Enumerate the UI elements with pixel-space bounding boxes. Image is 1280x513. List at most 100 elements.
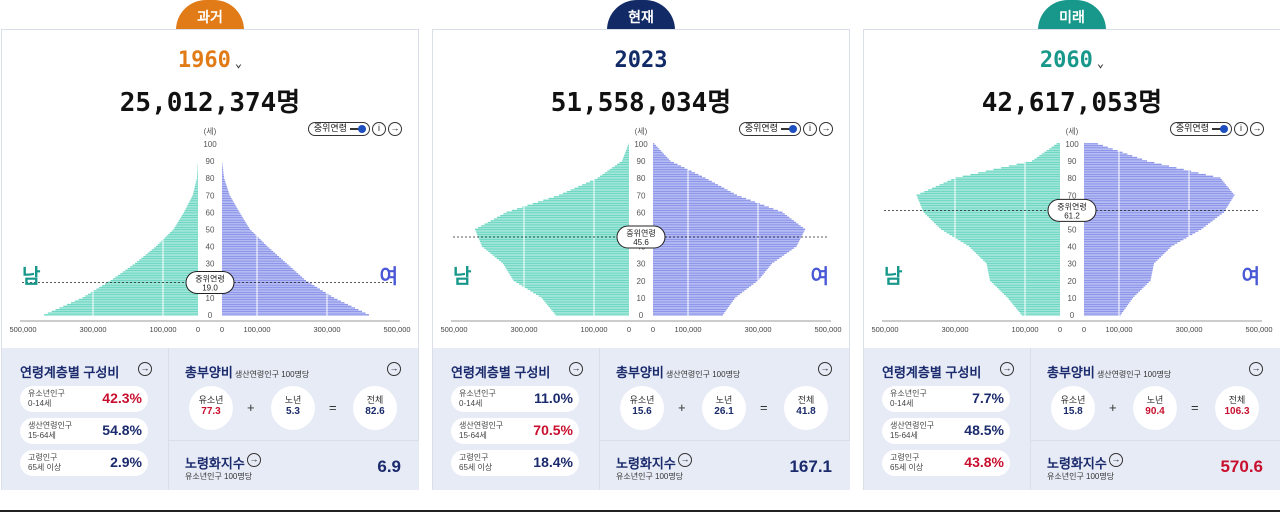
male-bar [181, 214, 198, 217]
toggle-knob [358, 125, 366, 133]
male-bar [593, 179, 629, 181]
male-bar [918, 199, 1060, 201]
female-bar [653, 285, 752, 287]
male-bar [168, 233, 198, 236]
youth-dependency-bubble: 유소년 15.8 [1051, 386, 1095, 430]
arrow-right-icon[interactable]: → [1000, 362, 1014, 376]
male-bar [570, 189, 629, 191]
female-bar [222, 211, 240, 213]
female-bar [1084, 300, 1131, 302]
x-tick-label: 300,000 [510, 325, 537, 334]
female-bar [653, 179, 709, 181]
era-tab[interactable]: 과거 [176, 0, 244, 30]
female-bar [1084, 237, 1187, 239]
arrow-right-icon[interactable]: → [678, 453, 692, 467]
female-bar [222, 309, 359, 311]
info-icon[interactable]: i [803, 122, 817, 136]
total-dependency-value: 41.8 [796, 406, 816, 417]
male-bar [505, 266, 629, 268]
female-bar [653, 149, 661, 152]
chevron-down-icon[interactable]: ⌄ [1096, 56, 1105, 70]
male-bar [976, 252, 1060, 254]
arrow-right-icon[interactable]: → [387, 362, 401, 376]
female-bar [222, 295, 332, 297]
population-pyramid: (세)1009080706050403020100500,000300,0001… [9, 127, 410, 334]
arrow-right-icon[interactable]: → [1109, 453, 1123, 467]
male-bar [935, 185, 1060, 188]
female-bar [653, 213, 785, 215]
male-bar [504, 264, 629, 266]
median-age-toggle[interactable]: 중위연령 [1169, 122, 1232, 136]
median-age-toggle[interactable]: 중위연령 [307, 122, 370, 136]
year-selector[interactable]: 1960 ⌄ [2, 48, 418, 73]
male-bar [538, 295, 629, 297]
age-unit-label: (세) [1066, 127, 1079, 136]
working-label: 생산연령인구 15-64세 [890, 421, 934, 441]
male-bar [189, 201, 198, 203]
female-bar [653, 300, 733, 302]
info-icon[interactable]: i [372, 122, 386, 136]
male-bar [1041, 153, 1060, 155]
info-icon[interactable]: i [1234, 122, 1248, 136]
female-bar [653, 143, 655, 145]
male-bar [574, 187, 629, 189]
female-bar [653, 165, 681, 167]
male-bar [139, 259, 198, 261]
age-unit-label: (세) [635, 127, 648, 136]
year-selector[interactable]: 2060 ⌄ [864, 48, 1280, 73]
arrow-right-icon[interactable]: → [138, 362, 152, 376]
elderly-label-line2: 65세 이상 [459, 463, 493, 472]
age-tick-label: 40 [1068, 243, 1077, 252]
male-bar [589, 180, 629, 183]
arrow-right-icon[interactable]: → [819, 122, 833, 136]
age-tick-label: 10 [637, 294, 646, 303]
female-bar [653, 185, 722, 188]
arrow-right-icon[interactable]: → [388, 122, 402, 136]
female-bar [222, 271, 297, 273]
male-bar [987, 267, 1060, 270]
aging-index-value: 570.6 [1220, 457, 1263, 476]
male-bar [481, 244, 629, 246]
male-bar [478, 226, 629, 229]
male-bar [141, 257, 198, 260]
arrow-right-icon[interactable]: → [569, 362, 583, 376]
male-bar [932, 220, 1060, 222]
working-label-line1: 생산연령인구 [890, 421, 935, 430]
male-bar [194, 189, 198, 191]
pyramid-card: 2060⌄42,617,053명중위연령i→(세)100908070605040… [863, 29, 1280, 490]
female-bar [222, 288, 320, 290]
male-bar [511, 276, 629, 278]
male-bar [988, 274, 1060, 277]
arrow-right-icon[interactable]: → [818, 362, 832, 376]
dependency-subtitle: 생산연령인구 100명당 [665, 370, 741, 379]
era-tab[interactable]: 미래 [1038, 0, 1106, 30]
female-bar [1084, 274, 1152, 277]
dependency-ratio: 총부양비 생산연령인구 100명당 → 유소년 77.3 노년 5.3 전체 82.6 + = 노령화… [168, 348, 419, 490]
female-bar [222, 197, 232, 200]
arrow-right-icon[interactable]: → [1249, 362, 1263, 376]
male-bar [543, 199, 629, 201]
male-bar [522, 206, 629, 208]
median-age-toggle[interactable]: 중위연령 [738, 122, 801, 136]
male-bar [1015, 307, 1060, 309]
female-bar [222, 168, 224, 171]
dependency-title: 총부양비 생산연령인구 100명당 [616, 362, 740, 381]
female-bar [1084, 180, 1224, 183]
male-bar [1018, 310, 1060, 313]
arrow-right-icon[interactable]: → [247, 453, 261, 467]
age-tick-label: 80 [637, 174, 646, 183]
arrow-right-icon[interactable]: → [1250, 122, 1264, 136]
male-bar [184, 209, 198, 212]
female-bar [653, 216, 790, 219]
female-bar [1084, 163, 1162, 166]
male-bar [923, 211, 1060, 213]
male-bar [55, 309, 198, 311]
aging-subtitle: 유소년인구 100명당 [616, 472, 684, 481]
era-tab[interactable]: 현재 [607, 0, 675, 30]
male-bar [157, 244, 198, 246]
male-bar [1021, 314, 1060, 316]
male-bar [917, 197, 1060, 200]
female-bar [1084, 194, 1235, 196]
chevron-down-icon[interactable]: ⌄ [234, 56, 243, 70]
female-bar [222, 189, 229, 191]
